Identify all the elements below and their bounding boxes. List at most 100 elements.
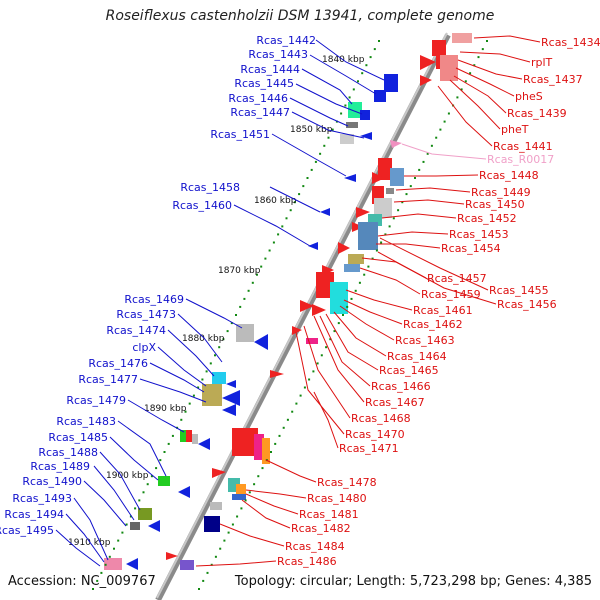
gene-label[interactable]: Rcas_1442 — [256, 34, 316, 47]
gene-label[interactable]: Rcas_1443 — [248, 48, 308, 61]
gene-arrow[interactable] — [226, 380, 236, 388]
gene-arrow[interactable] — [300, 300, 314, 312]
gene-block[interactable] — [236, 484, 246, 494]
gene-label[interactable]: Rcas_1450 — [465, 198, 525, 211]
gene-label[interactable]: Rcas_1444 — [240, 63, 300, 76]
gene-label[interactable]: Rcas_1480 — [307, 492, 367, 505]
gene-arrow[interactable] — [126, 558, 138, 570]
gene-block[interactable] — [254, 434, 264, 460]
gene-label[interactable]: Rcas_1449 — [471, 186, 531, 199]
gene-block[interactable] — [232, 428, 258, 456]
gene-label[interactable]: Rcas_1483 — [56, 415, 116, 428]
gene-block[interactable] — [440, 55, 458, 81]
gene-arrow[interactable] — [148, 520, 160, 532]
gene-label[interactable]: pheT — [501, 123, 529, 136]
gene-block[interactable] — [330, 282, 348, 314]
gene-label[interactable]: Rcas_1446 — [228, 92, 288, 105]
gene-label[interactable]: Rcas_1445 — [234, 77, 294, 90]
gene-arrow[interactable] — [312, 304, 326, 316]
gene-label[interactable]: Rcas_1454 — [441, 242, 501, 255]
gene-block[interactable] — [358, 222, 378, 250]
gene-block[interactable] — [360, 110, 370, 120]
gene-block[interactable] — [202, 384, 222, 406]
gene-label[interactable]: pheS — [515, 90, 543, 103]
gene-label[interactable]: Rcas_1494 — [4, 508, 64, 521]
gene-label[interactable]: Rcas_1447 — [230, 106, 290, 119]
gene-label[interactable]: Rcas_1467 — [365, 396, 425, 409]
gene-label[interactable]: Rcas_1477 — [78, 373, 138, 386]
gene-label[interactable]: clpX — [132, 341, 156, 354]
gene-label[interactable]: Rcas_1489 — [30, 460, 90, 473]
gene-label[interactable]: Rcas_1455 — [489, 284, 549, 297]
gene-block[interactable] — [432, 40, 446, 56]
gene-block[interactable] — [158, 476, 170, 486]
gene-arrow[interactable] — [360, 132, 372, 140]
gene-block[interactable] — [348, 102, 362, 118]
gene-block[interactable] — [130, 522, 140, 530]
gene-arrow[interactable] — [270, 370, 284, 378]
gene-arrow[interactable] — [420, 75, 432, 86]
gene-label[interactable]: Rcas_1466 — [371, 380, 431, 393]
gene-label[interactable]: Rcas_1469 — [124, 293, 184, 306]
gene-label[interactable]: Rcas_1476 — [88, 357, 148, 370]
gene-block[interactable] — [374, 90, 386, 102]
gene-block[interactable] — [340, 134, 354, 144]
gene-block[interactable] — [186, 430, 192, 442]
gene-block[interactable] — [236, 324, 254, 342]
gene-label[interactable]: Rcas_1448 — [479, 169, 539, 182]
gene-label[interactable]: Rcas_1488 — [38, 446, 98, 459]
gene-label[interactable]: Rcas_1458 — [180, 181, 240, 194]
gene-arrow[interactable] — [222, 404, 236, 416]
gene-arrow[interactable] — [292, 326, 302, 335]
gene-arrow[interactable] — [308, 242, 318, 250]
gene-label[interactable]: Rcas_1463 — [395, 334, 455, 347]
gene-label[interactable]: Rcas_1495 — [0, 524, 54, 537]
gene-block[interactable] — [262, 438, 270, 464]
gene-arrow[interactable] — [254, 334, 268, 350]
gene-label[interactable]: Rcas_1457 — [427, 272, 487, 285]
gene-label[interactable]: Rcas_1479 — [66, 394, 126, 407]
gene-label[interactable]: Rcas_1434 — [541, 36, 600, 49]
gene-block[interactable] — [346, 122, 358, 128]
gene-block[interactable] — [210, 502, 222, 510]
gene-arrow[interactable] — [344, 174, 356, 182]
gene-label[interactable]: Rcas_1456 — [497, 298, 557, 311]
gene-label[interactable]: Rcas_1452 — [457, 212, 517, 225]
gene-label[interactable]: Rcas_1437 — [523, 73, 583, 86]
gene-block[interactable] — [232, 494, 246, 500]
gene-label[interactable]: Rcas_1486 — [277, 555, 337, 568]
gene-block[interactable] — [390, 168, 404, 186]
gene-block[interactable] — [306, 338, 318, 344]
gene-arrow[interactable] — [372, 172, 385, 184]
gene-label[interactable]: Rcas_1478 — [317, 476, 377, 489]
gene-block[interactable] — [192, 434, 198, 444]
gene-label[interactable]: Rcas_1453 — [449, 228, 509, 241]
gene-label[interactable]: Rcas_1465 — [379, 364, 439, 377]
gene-label[interactable]: Rcas_1490 — [22, 475, 82, 488]
gene-label[interactable]: Rcas_1468 — [351, 412, 411, 425]
gene-block[interactable] — [316, 272, 334, 298]
gene-block[interactable] — [452, 33, 472, 43]
gene-block[interactable] — [180, 560, 194, 570]
gene-label[interactable]: Rcas_1459 — [421, 288, 481, 301]
gene-block[interactable] — [374, 198, 392, 218]
gene-label[interactable]: Rcas_1482 — [291, 522, 351, 535]
gene-label[interactable]: Rcas_1485 — [48, 431, 108, 444]
gene-label[interactable]: Rcas_1470 — [345, 428, 405, 441]
gene-label[interactable]: Rcas_1462 — [403, 318, 463, 331]
gene-block[interactable] — [138, 508, 152, 520]
gene-arrow[interactable] — [178, 486, 190, 498]
gene-label[interactable]: Rcas_1451 — [210, 128, 270, 141]
gene-block[interactable] — [180, 430, 186, 442]
gene-arrow[interactable] — [320, 208, 330, 216]
gene-arrow[interactable] — [198, 438, 210, 450]
gene-label[interactable]: Rcas_1439 — [507, 107, 567, 120]
gene-label[interactable]: Rcas_1461 — [413, 304, 473, 317]
gene-arrow[interactable] — [212, 468, 226, 478]
gene-block[interactable] — [212, 372, 226, 384]
gene-arrow[interactable] — [166, 552, 178, 560]
gene-label[interactable]: Rcas_1484 — [285, 540, 345, 553]
gene-block[interactable] — [384, 74, 398, 92]
gene-label[interactable]: Rcas_1441 — [493, 140, 553, 153]
gene-block[interactable] — [378, 158, 392, 180]
